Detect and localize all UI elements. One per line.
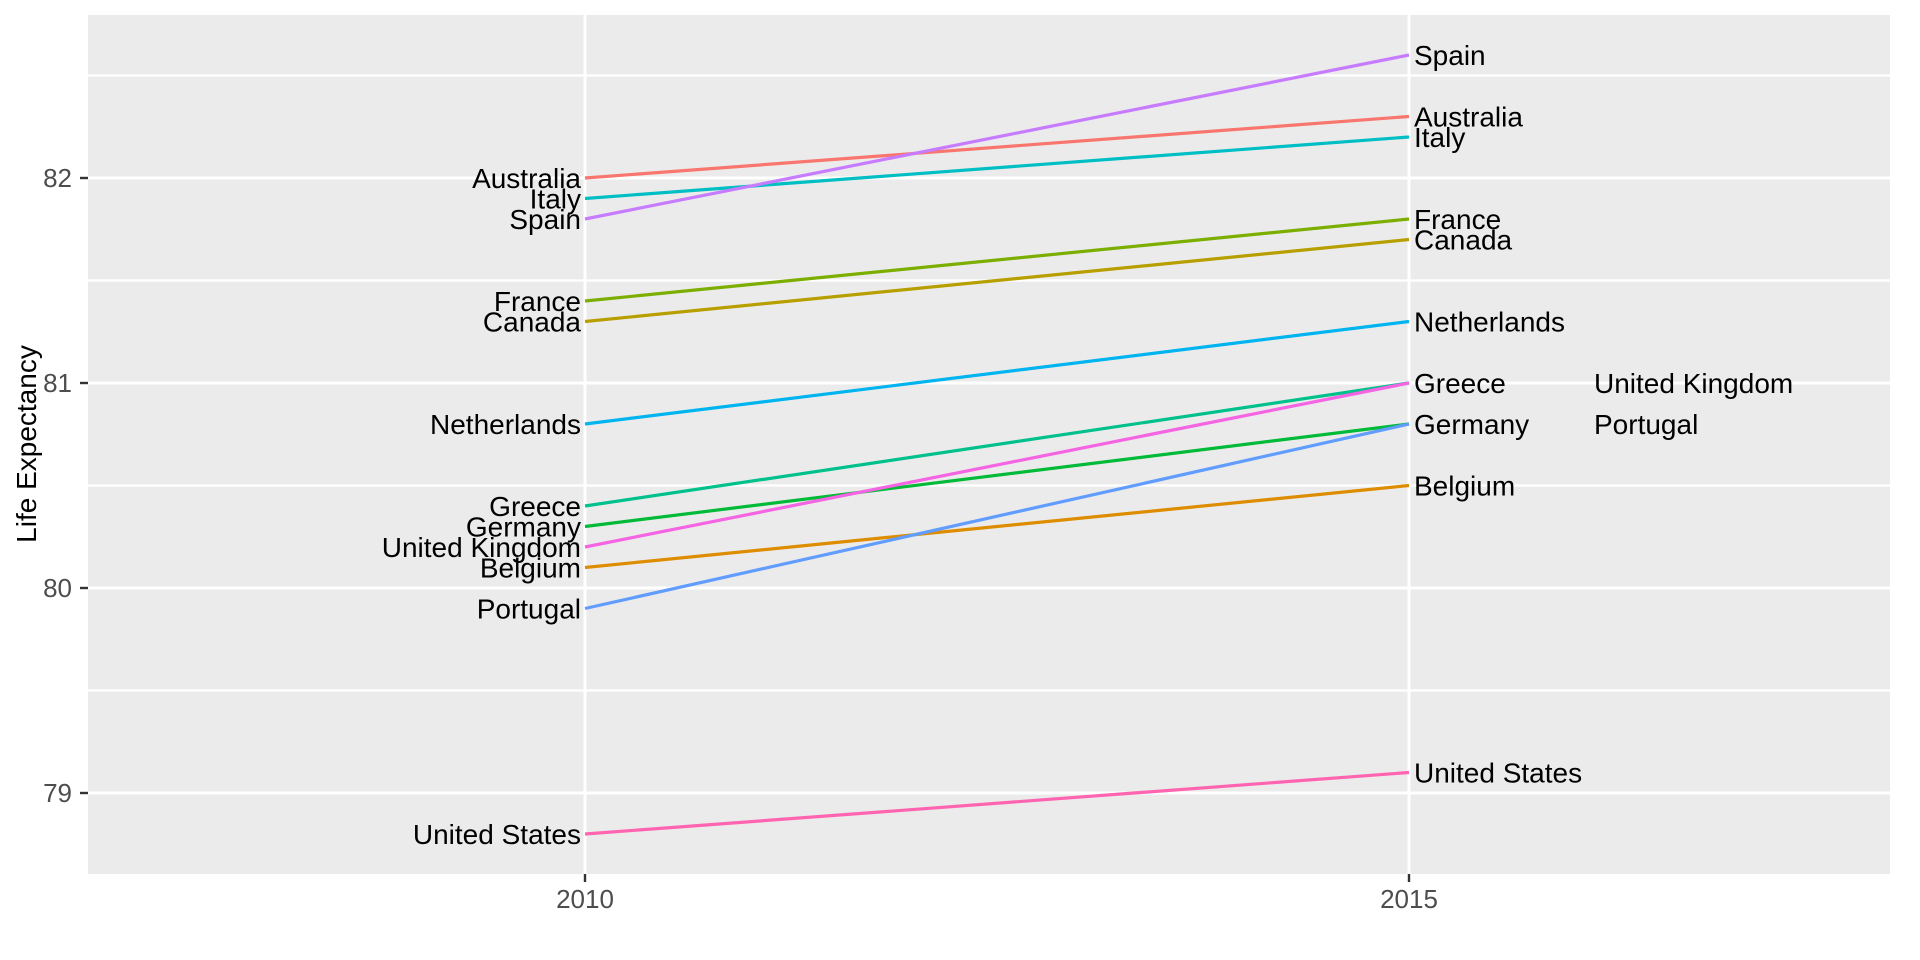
line-france xyxy=(584,217,1410,303)
label-right-australia: Australia xyxy=(1414,101,1523,132)
label-left-portugal: Portugal xyxy=(477,593,581,624)
label-right-france: France xyxy=(1414,204,1501,235)
line-germany xyxy=(584,422,1410,529)
y-tick-label-80: 80 xyxy=(43,573,72,603)
label-right-germany: Germany xyxy=(1414,409,1529,440)
label-right-united-states: United States xyxy=(1414,757,1582,788)
label-left-spain: Spain xyxy=(509,204,581,235)
line-spain xyxy=(584,53,1410,221)
line-greece xyxy=(584,381,1410,508)
label-left-netherlands: Netherlands xyxy=(430,409,581,440)
label-left-france: France xyxy=(494,286,581,317)
label-right-belgium: Belgium xyxy=(1414,470,1515,501)
label-left-australia: Australia xyxy=(472,163,581,194)
label-left-canada: Canada xyxy=(483,306,582,337)
x-tick-label-2010: 2010 xyxy=(556,884,614,914)
label-right-greece: Greece xyxy=(1414,368,1506,399)
line-portugal xyxy=(584,422,1410,611)
y-tick-label-79: 79 xyxy=(43,778,72,808)
label-right-portugal: Portugal xyxy=(1594,409,1698,440)
label-right-netherlands: Netherlands xyxy=(1414,306,1565,337)
x-tick-label-2015: 2015 xyxy=(1380,884,1438,914)
y-tick-label-81: 81 xyxy=(43,368,72,398)
line-belgium xyxy=(584,483,1410,570)
label-left-united-kingdom: United Kingdom xyxy=(382,532,581,563)
label-left-italy: Italy xyxy=(530,183,581,214)
label-right-canada: Canada xyxy=(1414,224,1513,255)
label-right-united-kingdom: United Kingdom xyxy=(1594,368,1793,399)
label-right-spain: Spain xyxy=(1414,40,1486,71)
line-netherlands xyxy=(584,319,1410,426)
y-tick-label-82: 82 xyxy=(43,163,72,193)
line-united-states xyxy=(584,770,1410,836)
line-united-kingdom xyxy=(584,381,1410,549)
label-left-greece: Greece xyxy=(489,491,581,522)
label-right-italy: Italy xyxy=(1414,122,1465,153)
line-canada xyxy=(584,237,1410,324)
line-australia xyxy=(584,114,1410,180)
label-left-belgium: Belgium xyxy=(480,552,581,583)
label-left-germany: Germany xyxy=(466,511,581,542)
y-axis-title: Life Expectancy xyxy=(11,345,42,543)
label-left-united-states: United States xyxy=(413,819,581,850)
line-italy xyxy=(584,135,1410,201)
